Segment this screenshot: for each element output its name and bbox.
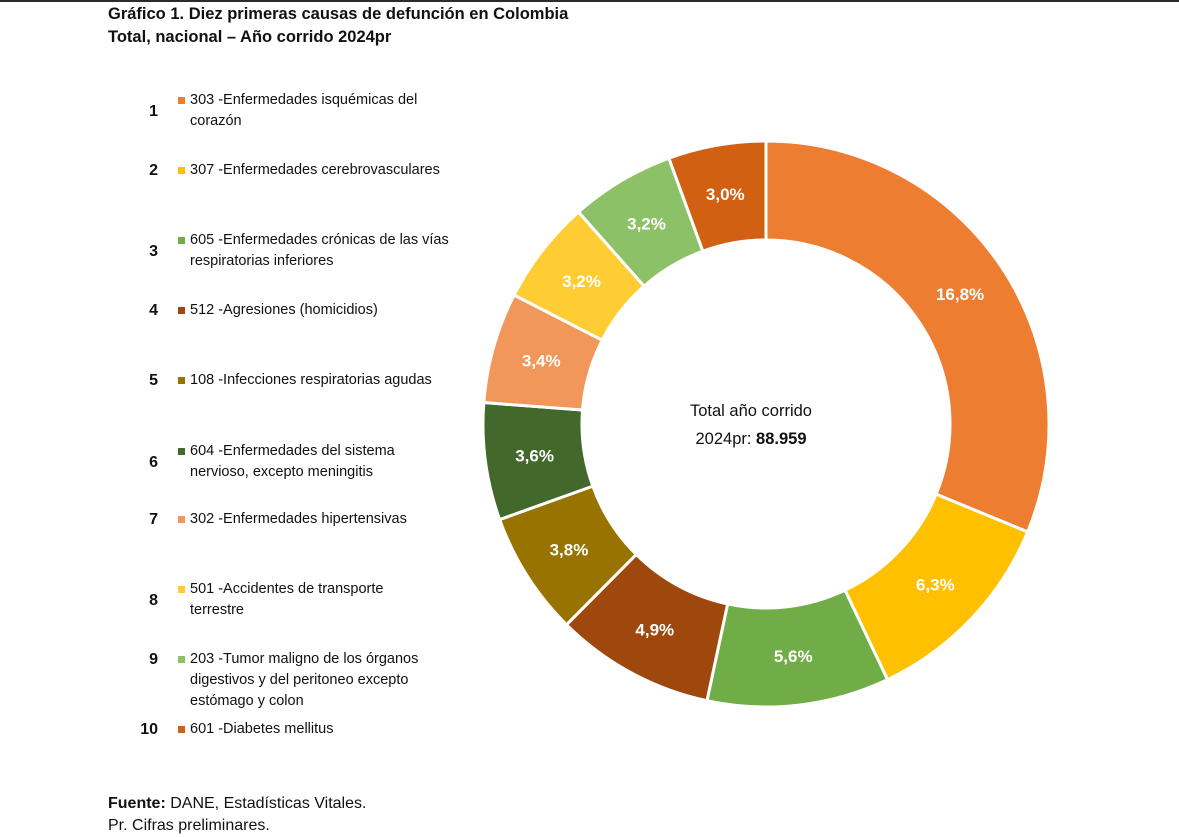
legend-label-line: respiratorias inferiores xyxy=(190,253,334,269)
legend-swatch xyxy=(178,726,185,733)
legend-swatch xyxy=(178,516,185,523)
legend-label: 605 -Enfermedades crónicas de las vías re… xyxy=(190,230,480,272)
legend-rank: 1 xyxy=(149,103,158,120)
slice-data-label: 3,4% xyxy=(522,352,561,371)
legend-label-line: 108 -Infecciones respiratorias agudas xyxy=(190,372,432,388)
donut-slice xyxy=(666,139,768,254)
legend-label-line: 203 -Tumor maligno de los órganos xyxy=(190,651,419,667)
slice-data-label: 6,3% xyxy=(916,576,955,595)
legend-label-line: 302 -Enfermedades hipertensivas xyxy=(190,511,407,527)
source-label: Fuente: xyxy=(108,795,166,812)
slice-data-label: 3,8% xyxy=(550,540,589,559)
legend-label-line: 512 -Agresiones (homicidios) xyxy=(190,302,378,318)
preliminary-note: Pr. Cifras preliminares. xyxy=(108,817,270,834)
legend-label: 512 -Agresiones (homicidios) xyxy=(190,300,480,321)
legend-swatch xyxy=(178,307,185,314)
slice-data-label: 16,8% xyxy=(936,285,984,304)
legend-rank: 4 xyxy=(149,302,158,319)
legend-label-line: 307 -Enfermedades cerebrovasculares xyxy=(190,162,440,178)
donut-slice xyxy=(764,139,1051,534)
donut-slice-labels: 16,8% 6,3% 5,6% 4,9% 3,8% 3,6% 3,4% 3,2% 3,2% 3,0… xyxy=(515,185,984,666)
slice-data-label: 3,0% xyxy=(706,185,745,204)
legend-rank: 5 xyxy=(149,372,158,389)
legend-label: 501 -Accidentes de transporte terrestre xyxy=(190,579,480,621)
legend-label: 108 -Infecciones respiratorias agudas xyxy=(190,370,480,391)
legend-swatch xyxy=(178,167,185,174)
legend-swatch xyxy=(178,97,185,104)
chart-title-line-1: Gráfico 1. Diez primeras causas de defun… xyxy=(108,5,569,23)
legend-label-line: estómago y colon xyxy=(190,693,304,709)
center-label-line-2: 2024pr: 88.959 xyxy=(695,430,806,448)
chart-title: Gráfico 1. Diez primeras causas de defun… xyxy=(108,3,568,49)
legend-rank: 7 xyxy=(149,511,158,528)
legend-label: 601 -Diabetes mellitus xyxy=(190,719,480,740)
legend-rank: 3 xyxy=(149,243,158,260)
top-rule xyxy=(0,0,1179,2)
center-label-total: 88.959 xyxy=(756,430,806,448)
legend-rank: 9 xyxy=(149,651,158,668)
legend-label-line: corazón xyxy=(190,113,242,129)
legend-swatch xyxy=(178,237,185,244)
legend-swatch xyxy=(178,448,185,455)
legend-label-line: 604 -Enfermedades del sistema xyxy=(190,443,395,459)
donut-slices xyxy=(481,139,1051,709)
chart-legend: 1 303 -Enfermedades isquémicas del corazón… xyxy=(0,0,480,760)
source-line: Fuente: DANE, Estadísticas Vitales. xyxy=(108,793,366,815)
legend-rank: 8 xyxy=(149,592,158,609)
legend-label-line: 601 -Diabetes mellitus xyxy=(190,721,334,737)
slice-data-label: 3,2% xyxy=(627,214,666,233)
legend-label: 307 -Enfermedades cerebrovasculares xyxy=(190,160,480,181)
slice-data-label: 3,6% xyxy=(515,446,554,465)
legend-label-line: nervioso, excepto meningitis xyxy=(190,464,373,480)
slice-data-label: 5,6% xyxy=(774,647,813,666)
chart-title-line-2: Total, nacional – Año corrido 2024pr xyxy=(108,28,392,46)
legend-label-line: digestivos y del peritoneo excepto xyxy=(190,672,409,688)
legend-label: 604 -Enfermedades del sistema nervioso, e… xyxy=(190,441,480,483)
legend-label: 203 -Tumor maligno de los órganos digesti… xyxy=(190,649,480,712)
slice-data-label: 4,9% xyxy=(635,620,674,639)
center-label-line-1: Total año corrido xyxy=(690,402,812,420)
legend-swatch xyxy=(178,656,185,663)
legend-label-line: terrestre xyxy=(190,602,244,618)
legend-label-line: 501 -Accidentes de transporte xyxy=(190,581,384,597)
legend-label-line: 605 -Enfermedades crónicas de las vías xyxy=(190,232,449,248)
source-text: DANE, Estadísticas Vitales. xyxy=(165,795,367,812)
legend-swatch xyxy=(178,586,185,593)
legend-label: 302 -Enfermedades hipertensivas xyxy=(190,509,480,530)
legend-label-line: 303 -Enfermedades isquémicas del xyxy=(190,92,418,108)
chart-footer: Fuente: DANE, Estadísticas Vitales. Pr. … xyxy=(108,793,366,837)
legend-label: 303 -Enfermedades isquémicas del corazón xyxy=(190,90,480,132)
center-label-prefix: 2024pr: xyxy=(695,430,756,448)
legend-rank: 6 xyxy=(149,454,158,471)
legend-rank: 10 xyxy=(140,721,158,738)
legend-swatch xyxy=(178,377,185,384)
legend-rank: 2 xyxy=(149,162,158,179)
slice-data-label: 3,2% xyxy=(562,272,601,291)
